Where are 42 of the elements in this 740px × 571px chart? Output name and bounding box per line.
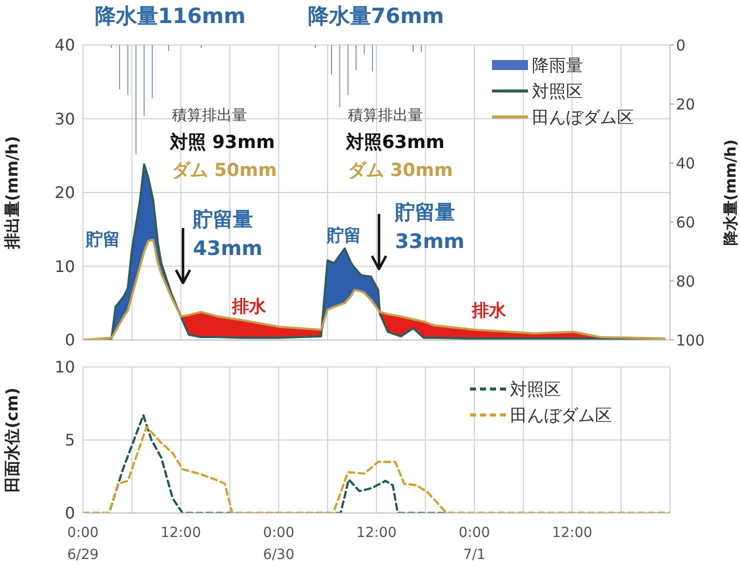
y2-tick-label: 40 bbox=[676, 154, 696, 172]
x-tick-label: 12:00 bbox=[552, 525, 592, 541]
y2-tick-label: 60 bbox=[676, 213, 696, 232]
y2-tick-label: 20 bbox=[676, 95, 696, 114]
annotation: 対照 93mm bbox=[170, 132, 275, 154]
legend-label: 田んぼダム区 bbox=[510, 404, 612, 426]
legend-label: 田んぼダム区 bbox=[532, 106, 634, 128]
y2-tick-label: 0 bbox=[676, 36, 686, 54]
annotation: 積算排出量 bbox=[348, 106, 423, 124]
y-tick-label: 0 bbox=[64, 330, 75, 350]
y-tick-label: 40 bbox=[54, 36, 75, 55]
y-tick-label: 10 bbox=[54, 256, 75, 276]
y2-tick-label: 80 bbox=[676, 272, 696, 290]
annotation: 積算排出量 bbox=[172, 106, 247, 124]
annotation: 貯留 bbox=[327, 226, 361, 246]
y2-tick-label: 100 bbox=[676, 331, 705, 350]
annotation: 排水 bbox=[472, 301, 506, 322]
y-axis-title: 排出量(mm/h) bbox=[2, 136, 22, 250]
x-tick-label: 0:00 7/1 bbox=[458, 525, 490, 563]
y-axis-title: 田面水位(cm) bbox=[2, 388, 22, 492]
x-tick-label: 12:00 bbox=[160, 525, 202, 541]
annotation: ダム 30mm bbox=[348, 160, 453, 182]
y-tick-label: 5 bbox=[64, 430, 75, 450]
annotation: 貯留量 33mm bbox=[395, 199, 465, 255]
legend-label: 対照区 bbox=[532, 80, 583, 102]
y-tick-label: 0 bbox=[64, 504, 75, 523]
y-tick-label: 20 bbox=[54, 183, 75, 202]
legend-label: 降雨量 bbox=[532, 54, 583, 76]
annotation: 対照63mm bbox=[346, 132, 445, 154]
legend-label: 対照区 bbox=[510, 378, 561, 400]
x-tick-label: 0:00 6/29 bbox=[67, 525, 99, 563]
annotation: 排水 bbox=[232, 297, 266, 318]
y-tick-label: 30 bbox=[54, 109, 75, 128]
annotation: 貯留量 43mm bbox=[193, 206, 263, 262]
x-tick-label: 12:00 bbox=[356, 525, 397, 541]
text: 降水量116mm bbox=[95, 4, 246, 30]
y-tick-label: 10 bbox=[54, 358, 75, 377]
annotation: ダム 50mm bbox=[172, 160, 277, 182]
annotation: 貯留 bbox=[86, 230, 120, 250]
x-tick-label: 0:00 6/30 bbox=[262, 525, 294, 563]
y2-axis-title: 降水量(mm/h) bbox=[721, 139, 740, 246]
text: 降水量76mm bbox=[308, 4, 444, 30]
